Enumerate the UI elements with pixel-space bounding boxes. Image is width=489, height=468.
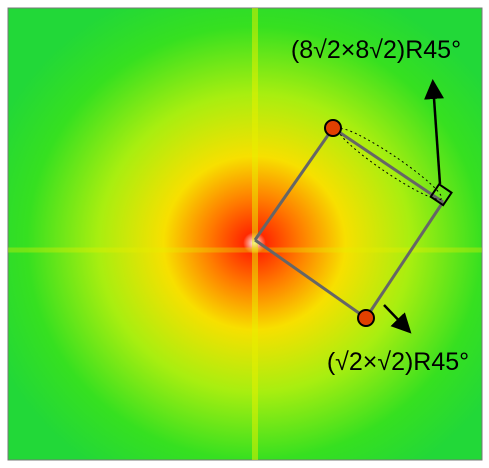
fft-image (7, 7, 483, 461)
dotted-region (337, 128, 443, 200)
spot-box (429, 182, 453, 207)
label-bottom: (√2×√2)R45° (327, 348, 469, 376)
spot-marker (357, 309, 375, 327)
label-top: (8√2×8√2)R45° (291, 36, 461, 64)
arrow (424, 79, 445, 185)
spot-marker (324, 119, 342, 137)
arrow (383, 304, 412, 334)
unit-cell (253, 126, 445, 320)
